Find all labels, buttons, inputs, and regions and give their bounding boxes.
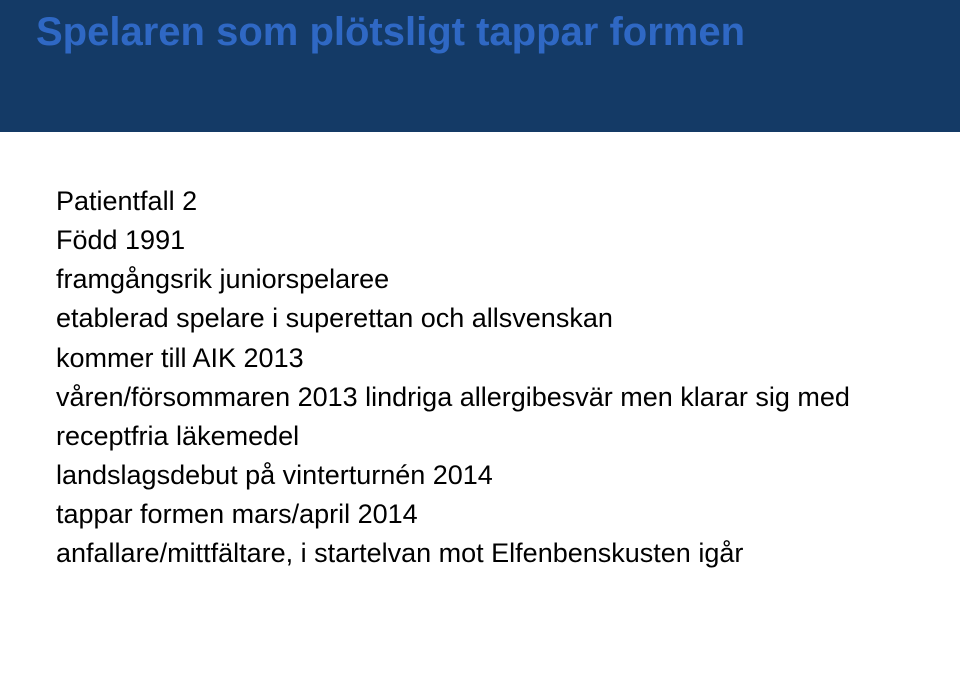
body-area: Patientfall 2 Född 1991 framgångsrik jun… <box>56 182 876 573</box>
body-line: tappar formen mars/april 2014 <box>56 495 876 534</box>
slide-title: Spelaren som plötsligt tappar formen <box>36 10 745 54</box>
title-band: Spelaren som plötsligt tappar formen <box>0 0 960 132</box>
body-line: Patientfall 2 <box>56 182 876 221</box>
body-line: etablerad spelare i superettan och allsv… <box>56 299 876 338</box>
body-line: våren/försommaren 2013 lindriga allergib… <box>56 378 876 456</box>
body-line: landslagsdebut på vinterturnén 2014 <box>56 456 876 495</box>
body-line: kommer till AIK 2013 <box>56 339 876 378</box>
body-line: Född 1991 <box>56 221 876 260</box>
body-line: framgångsrik juniorspelaree <box>56 260 876 299</box>
slide: Spelaren som plötsligt tappar formen Pat… <box>0 0 960 695</box>
body-line: anfallare/mittfältare, i startelvan mot … <box>56 534 876 573</box>
